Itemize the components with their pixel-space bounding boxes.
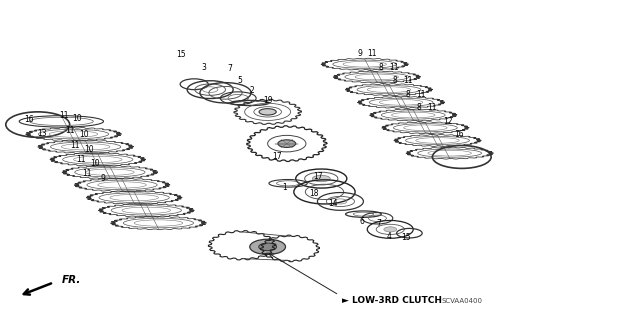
Text: 15: 15: [401, 233, 411, 242]
Text: 11: 11: [367, 48, 377, 58]
Text: 11: 11: [70, 141, 80, 150]
Text: 10: 10: [79, 130, 88, 139]
Ellipse shape: [312, 175, 330, 182]
Text: 11: 11: [65, 126, 74, 135]
Text: 16: 16: [24, 115, 35, 124]
Text: 8: 8: [379, 63, 384, 72]
Text: 15: 15: [176, 50, 186, 59]
Ellipse shape: [278, 140, 296, 147]
Text: 11: 11: [389, 63, 399, 72]
Text: 17: 17: [272, 152, 282, 161]
Text: 18: 18: [309, 189, 318, 198]
Text: 6: 6: [359, 217, 364, 226]
Text: 8: 8: [393, 76, 397, 85]
Text: 14: 14: [328, 199, 337, 208]
Text: 10: 10: [72, 114, 82, 123]
Ellipse shape: [384, 227, 397, 232]
Text: 1: 1: [282, 183, 287, 192]
Text: 11: 11: [427, 103, 436, 112]
Ellipse shape: [250, 239, 285, 255]
Text: 4: 4: [387, 232, 392, 241]
Text: 8: 8: [417, 103, 421, 112]
Text: 16: 16: [454, 130, 464, 139]
Text: SCVAA0400: SCVAA0400: [442, 298, 483, 304]
Text: 9: 9: [100, 174, 106, 183]
Text: 11: 11: [416, 90, 426, 99]
Text: 9: 9: [357, 48, 362, 58]
Ellipse shape: [259, 243, 276, 251]
Ellipse shape: [259, 109, 276, 115]
Text: 10: 10: [90, 159, 99, 168]
Text: 11: 11: [59, 111, 68, 120]
Text: 11: 11: [76, 155, 86, 164]
Text: 8: 8: [406, 90, 410, 99]
Text: ► LOW-3RD CLUTCH: ► LOW-3RD CLUTCH: [342, 296, 442, 305]
Text: 7: 7: [227, 64, 232, 73]
Text: 2: 2: [250, 86, 254, 95]
Text: 10: 10: [84, 145, 93, 153]
Text: 7: 7: [376, 219, 381, 228]
Text: 19: 19: [263, 96, 273, 105]
Text: 11: 11: [82, 169, 92, 178]
Text: 13: 13: [37, 129, 47, 137]
Text: FR.: FR.: [62, 275, 81, 285]
Text: 11: 11: [403, 76, 413, 85]
Text: 5: 5: [237, 76, 242, 85]
Text: 12: 12: [443, 117, 452, 126]
Text: 17: 17: [313, 173, 323, 182]
Text: 3: 3: [202, 63, 206, 72]
